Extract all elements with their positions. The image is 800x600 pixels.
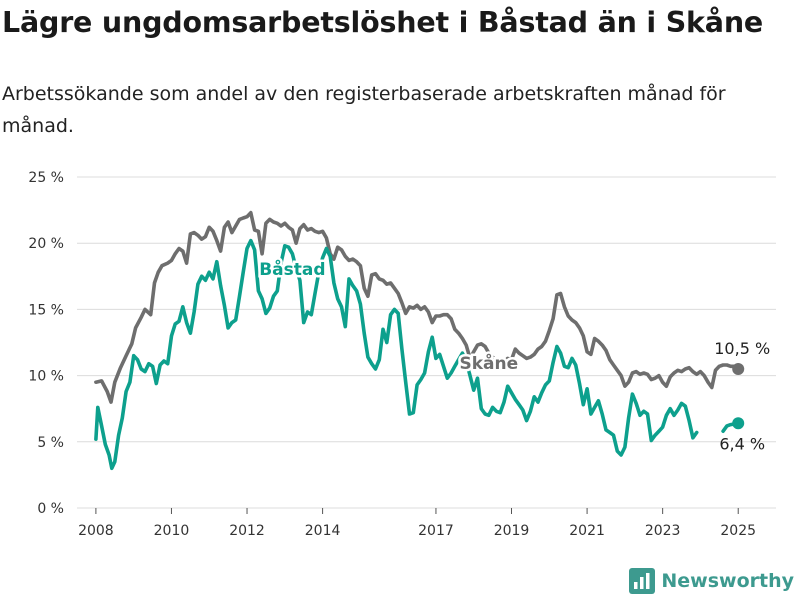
x-tick-label: 2021 <box>569 523 605 539</box>
y-tick-label: 15 % <box>28 302 64 318</box>
x-tick-label: 2010 <box>154 523 190 539</box>
series-label-bastad: Båstad <box>259 258 325 280</box>
endpoint-marker-bastad <box>732 417 745 430</box>
x-tick-label: 2023 <box>645 523 681 539</box>
chart-title: Lägre ungdomsarbetslöshet i Båstad än i … <box>2 6 764 39</box>
series-labels: 10,5 % 6,4 % Båstad Skåne <box>257 255 770 453</box>
series-label-skane: Skåne <box>460 352 519 374</box>
series-line-skane <box>94 210 740 404</box>
x-tick-label: 2008 <box>78 523 114 539</box>
y-tick-label: 5 % <box>37 435 64 451</box>
end-value-label-skane: 10,5 % <box>714 339 770 358</box>
x-tick-label: 2025 <box>720 523 756 539</box>
series-lines <box>94 210 745 471</box>
y-axis: 0 % 5 % 10 % 15 % 20 % 25 % <box>28 170 64 517</box>
brand-name: Newsworthy <box>661 570 794 592</box>
x-tick-label: 2017 <box>418 523 454 539</box>
newsworthy-logo-icon <box>629 568 656 594</box>
gridlines <box>77 176 776 509</box>
y-tick-label: 20 % <box>28 236 64 252</box>
y-tick-label: 10 % <box>28 369 64 385</box>
series-line-bastad <box>94 238 740 471</box>
y-tick-label: 0 % <box>37 501 64 517</box>
x-axis: 2008 2010 2012 2014 2017 2019 2021 2023 2025 <box>78 508 756 539</box>
endpoint-marker-skane <box>732 362 745 375</box>
x-tick-label: 2012 <box>229 523 265 539</box>
end-value-label-bastad: 6,4 % <box>719 434 765 453</box>
y-tick-label: 25 % <box>28 170 64 186</box>
x-tick-label: 2019 <box>494 523 530 539</box>
brand-logo: Newsworthy <box>629 568 794 594</box>
chart-subtitle: Arbetssökande som andel av den registerb… <box>2 83 726 137</box>
x-tick-label: 2014 <box>305 523 341 539</box>
